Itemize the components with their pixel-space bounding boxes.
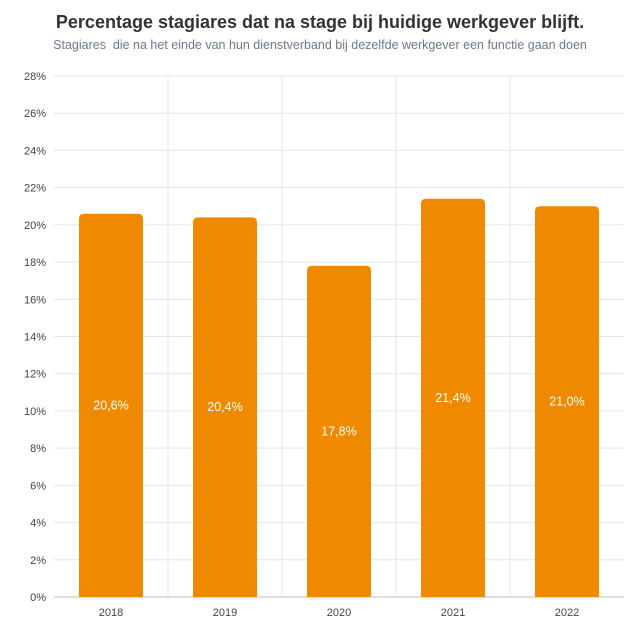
bar-2022 — [535, 206, 599, 597]
bar-value-label: 21,0% — [549, 395, 584, 409]
x-tick-label: 2022 — [555, 607, 579, 619]
bar-2020 — [307, 265, 371, 597]
y-tick-label: 28% — [24, 71, 46, 83]
y-tick-label: 2% — [30, 555, 46, 567]
y-tick-label: 22% — [24, 183, 46, 195]
chart-subtitle: Stagiares die na het einde van hun diens… — [53, 38, 587, 52]
bars — [79, 198, 599, 598]
y-tick-label: 4% — [30, 518, 46, 530]
x-tick-label: 2019 — [213, 607, 237, 619]
y-tick-label: 14% — [24, 332, 46, 344]
y-tick-label: 10% — [24, 406, 46, 418]
y-tick-label: 24% — [24, 145, 46, 157]
x-tick-label: 2018 — [99, 607, 123, 619]
bar-labels: 20,6% 20,4% 17,8% 21,4% 21,0% — [93, 391, 584, 438]
bar-2018 — [79, 213, 143, 597]
chart-title: Percentage stagiares dat na stage bij hu… — [55, 12, 585, 32]
y-tick-label: 26% — [24, 108, 46, 120]
bar-2021 — [421, 198, 485, 598]
bar-value-label: 21,4% — [435, 391, 470, 405]
x-tick-label: 2021 — [441, 607, 465, 619]
y-tick-label: 6% — [30, 480, 46, 492]
y-tick-label: 20% — [24, 220, 46, 232]
x-tick-label: 2020 — [327, 607, 351, 619]
bar-value-label: 20,4% — [207, 400, 242, 414]
y-tick-label: 18% — [24, 257, 46, 269]
x-axis: 2018 2019 2020 2021 2022 — [99, 607, 579, 619]
y-axis: 0% 2% 4% 6% 8% 10% 12% 14% 16% 18% 20% 22% 24% 26% 28% — [24, 71, 46, 604]
y-tick-label: 0% — [30, 592, 46, 604]
y-tick-label: 8% — [30, 443, 46, 455]
bar-value-label: 17,8% — [321, 424, 356, 438]
bar-value-label: 20,6% — [93, 398, 128, 412]
y-tick-label: 16% — [24, 294, 46, 306]
y-tick-label: 12% — [24, 369, 46, 381]
bar-2019 — [193, 217, 257, 597]
